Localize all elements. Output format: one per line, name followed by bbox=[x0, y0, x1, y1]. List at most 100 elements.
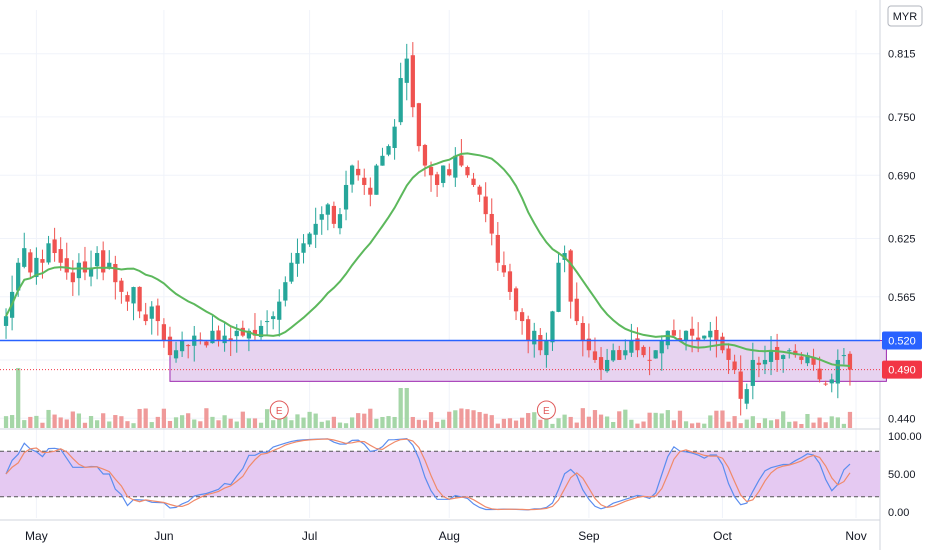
earnings-marker[interactable]: E bbox=[269, 400, 289, 420]
candle-body bbox=[847, 353, 853, 370]
volume-bar bbox=[647, 412, 652, 428]
volume-bar bbox=[313, 413, 318, 428]
volume-bar bbox=[283, 416, 288, 428]
candle-body bbox=[94, 253, 100, 267]
volume-bar bbox=[799, 423, 804, 428]
candle-body bbox=[689, 328, 695, 336]
volume-bar bbox=[744, 419, 749, 428]
candle-body bbox=[70, 272, 75, 283]
candle-body bbox=[459, 155, 464, 166]
volume-bar bbox=[410, 416, 415, 428]
candle-body bbox=[841, 355, 847, 357]
volume-bar bbox=[635, 423, 640, 428]
volume-bar bbox=[702, 423, 707, 428]
candle-body bbox=[635, 338, 640, 351]
volume-bar bbox=[568, 416, 573, 428]
volume-bar bbox=[732, 416, 737, 428]
volume-bar bbox=[441, 419, 446, 428]
candle-body bbox=[823, 383, 828, 385]
resistance-badge bbox=[882, 331, 922, 350]
volume-bar bbox=[228, 418, 233, 428]
volume-bar bbox=[556, 418, 561, 428]
candle-body bbox=[465, 166, 470, 176]
volume-bar bbox=[246, 418, 252, 428]
candle-body bbox=[598, 357, 604, 370]
candle-body bbox=[149, 306, 154, 319]
candle-body bbox=[34, 257, 39, 278]
candle-body bbox=[708, 330, 713, 338]
candle-body bbox=[647, 359, 652, 361]
volume-bar bbox=[398, 388, 403, 428]
volume-bar bbox=[325, 420, 330, 428]
month-tick-label: Sep bbox=[578, 529, 600, 543]
volume-bar bbox=[295, 414, 300, 428]
candle-body bbox=[204, 341, 209, 346]
volume-bar bbox=[726, 421, 731, 428]
candle-body bbox=[137, 286, 142, 312]
candle-body bbox=[617, 350, 622, 360]
candle-body bbox=[76, 262, 82, 279]
candle-body bbox=[556, 262, 561, 312]
candle-body bbox=[623, 350, 628, 356]
volume-bar bbox=[380, 416, 385, 428]
volume-bar bbox=[629, 419, 634, 428]
volume-bar bbox=[198, 421, 203, 428]
volume-bar bbox=[362, 413, 367, 428]
candle-body bbox=[683, 330, 689, 341]
candle-body bbox=[271, 316, 276, 320]
candle-body bbox=[513, 288, 519, 312]
volume-bar bbox=[76, 413, 82, 428]
volume-bar bbox=[64, 419, 69, 428]
candle-body bbox=[817, 368, 822, 380]
candle-body bbox=[107, 262, 112, 269]
candle-body bbox=[726, 348, 731, 360]
volume-bar bbox=[234, 421, 239, 428]
candle-body bbox=[787, 350, 792, 352]
volume-bar bbox=[386, 416, 391, 428]
volume-bar bbox=[82, 422, 88, 428]
volume-bar bbox=[179, 415, 185, 428]
currency-badge[interactable]: MYR bbox=[887, 5, 923, 27]
volume-bar bbox=[617, 411, 622, 428]
volume-bar bbox=[307, 411, 312, 428]
price-tick-label: 0.625 bbox=[888, 233, 916, 245]
candle-body bbox=[283, 282, 288, 301]
candle-body bbox=[313, 223, 318, 235]
volume-bar bbox=[161, 408, 167, 428]
volume-bar bbox=[22, 420, 27, 428]
volume-bar bbox=[659, 413, 664, 428]
candle-body bbox=[428, 166, 434, 176]
stochastic-band bbox=[0, 451, 880, 497]
volume-bar bbox=[683, 421, 689, 428]
volume-bar bbox=[641, 421, 646, 428]
candle-body bbox=[410, 55, 415, 108]
volume-bar bbox=[501, 418, 507, 428]
volume-bar bbox=[738, 423, 743, 428]
volume-bar bbox=[592, 410, 598, 428]
volume-bar bbox=[252, 418, 258, 428]
candle-body bbox=[216, 330, 221, 341]
candle-body bbox=[532, 330, 537, 345]
volume-bar bbox=[708, 415, 713, 428]
earnings-marker[interactable]: E bbox=[536, 400, 556, 420]
volume-bar bbox=[714, 410, 719, 428]
candle-body bbox=[119, 280, 124, 292]
price-axis: 0.440 0.565 0.625 0.690 0.750 0.815 0.520 0.490 bbox=[882, 49, 922, 425]
candle-body bbox=[586, 338, 592, 351]
volume-bar bbox=[489, 415, 494, 428]
candle-body bbox=[301, 243, 306, 253]
volume-bars bbox=[3, 368, 853, 428]
candle-body bbox=[495, 234, 500, 263]
candle-body bbox=[714, 329, 719, 341]
volume-bar bbox=[526, 413, 531, 428]
candle-body bbox=[477, 186, 482, 195]
moving-average-line bbox=[5, 152, 851, 367]
volume-bar bbox=[477, 412, 482, 428]
volume-bar bbox=[46, 409, 51, 428]
candle-body bbox=[186, 345, 191, 347]
candle-body bbox=[799, 356, 804, 360]
candle-body bbox=[325, 204, 330, 215]
candle-body bbox=[331, 205, 337, 224]
candle-body bbox=[246, 330, 252, 339]
volume-bar bbox=[107, 421, 112, 428]
